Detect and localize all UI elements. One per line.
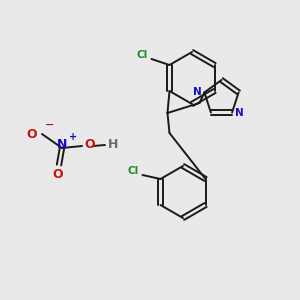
Text: N: N <box>193 87 201 98</box>
Text: −: − <box>45 120 54 130</box>
Text: H: H <box>108 139 119 152</box>
Text: N: N <box>57 137 67 151</box>
Text: Cl: Cl <box>136 50 148 60</box>
Text: O: O <box>84 139 94 152</box>
Text: O: O <box>53 167 63 181</box>
Text: +: + <box>69 132 77 142</box>
Text: N: N <box>235 108 244 118</box>
Text: O: O <box>26 128 37 140</box>
Text: Cl: Cl <box>127 166 139 176</box>
